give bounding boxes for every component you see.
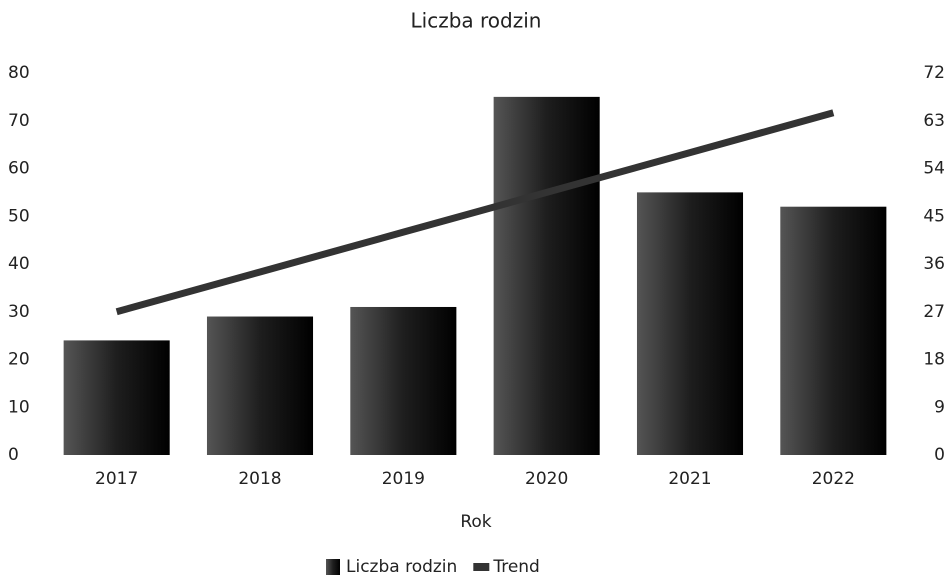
y2-tick-label: 54	[923, 159, 945, 179]
x-axis-label: Rok	[460, 512, 491, 532]
bar	[493, 96, 600, 455]
x-tick-label: 2018	[238, 469, 281, 489]
y2-tick-label: 72	[923, 63, 945, 83]
legend-swatch	[473, 563, 490, 571]
y-tick-label: 30	[8, 302, 30, 322]
legend-swatch	[326, 559, 340, 575]
y2-tick-label: 45	[923, 206, 945, 226]
legend-label: Trend	[492, 557, 540, 577]
y-tick-label: 10	[8, 397, 30, 417]
bar	[780, 206, 887, 455]
bar	[350, 306, 457, 455]
y2-tick-label: 63	[923, 111, 945, 131]
legend-label: Liczba rodzin	[346, 557, 457, 577]
bar	[206, 316, 314, 455]
y2-tick-label: 27	[923, 302, 945, 322]
y2-tick-label: 18	[923, 350, 945, 370]
y-tick-label: 20	[8, 350, 30, 370]
x-tick-label: 2020	[525, 469, 568, 489]
x-tick-label: 2022	[812, 469, 855, 489]
y-tick-label: 40	[8, 254, 30, 274]
y-tick-label: 50	[8, 206, 30, 226]
y2-tick-label: 9	[934, 397, 945, 417]
bar	[63, 340, 170, 455]
x-tick-label: 2017	[95, 469, 138, 489]
trend-line	[115, 109, 835, 316]
y-tick-label: 0	[8, 445, 19, 465]
y2-tick-label: 36	[923, 254, 945, 274]
y-tick-label: 70	[8, 111, 30, 131]
bar	[636, 192, 744, 455]
chart-title: Liczba rodzin	[411, 9, 542, 33]
y2-tick-label: 0	[934, 445, 945, 465]
x-tick-label: 2019	[382, 469, 425, 489]
y-tick-label: 60	[8, 159, 30, 179]
x-tick-label: 2021	[668, 469, 711, 489]
y-tick-label: 80	[8, 63, 30, 83]
